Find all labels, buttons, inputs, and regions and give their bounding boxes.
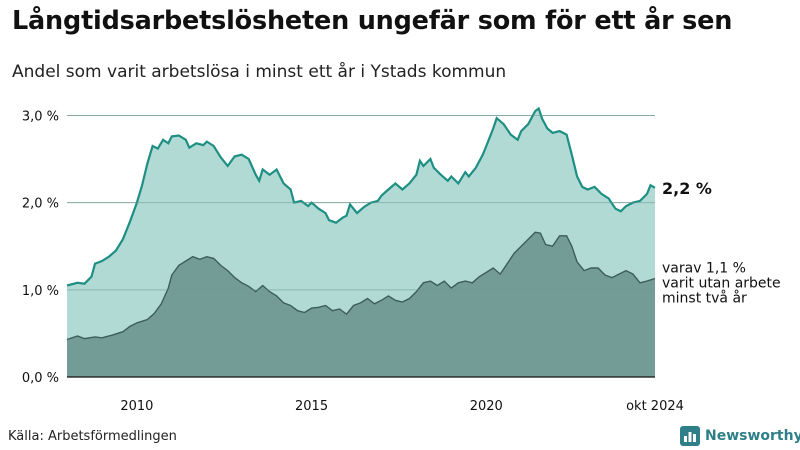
bar-chart-icon <box>680 426 700 446</box>
gridlines-overlay <box>67 114 655 291</box>
y-axis-ticks: 0,0 % 1,0 % 2,0 % 3,0 % <box>22 109 59 386</box>
x-tick-label-2: 2020 <box>470 399 503 414</box>
line-sub-two-years <box>66 231 656 341</box>
y-tick-label-2: 2,0 % <box>22 197 59 212</box>
x-tick-label-0: 2010 <box>120 399 153 414</box>
end-label-sub-line-1: varav 1,1 % <box>662 260 746 276</box>
chart-subtitle: Andel som varit arbetslösa i minst ett å… <box>12 62 507 82</box>
source-note: Källa: Arbetsförmedlingen <box>8 429 177 444</box>
line-total-long-term <box>66 106 656 287</box>
end-label-total: 2,2 % <box>662 179 712 198</box>
area-sub-two-years <box>67 232 655 377</box>
x-tick-label-1: 2015 <box>295 399 328 414</box>
logo-text: Newsworthy <box>705 428 800 444</box>
end-label-sub-line-2: varit utan arbete <box>662 275 781 291</box>
x-axis-ticks: 2010 2015 2020 okt 2024 <box>120 399 684 414</box>
chart-title: Långtidsarbetslösheten ungefär som för e… <box>12 6 733 36</box>
end-label-sub-line-3: minst två år <box>662 289 747 306</box>
x-tick-label-3: okt 2024 <box>626 399 684 414</box>
y-tick-label-0: 0,0 % <box>22 371 59 386</box>
newsworthy-logo[interactable]: Newsworthy <box>680 426 800 446</box>
y-tick-label-1: 1,0 % <box>22 284 59 299</box>
y-tick-label-3: 3,0 % <box>22 109 59 124</box>
